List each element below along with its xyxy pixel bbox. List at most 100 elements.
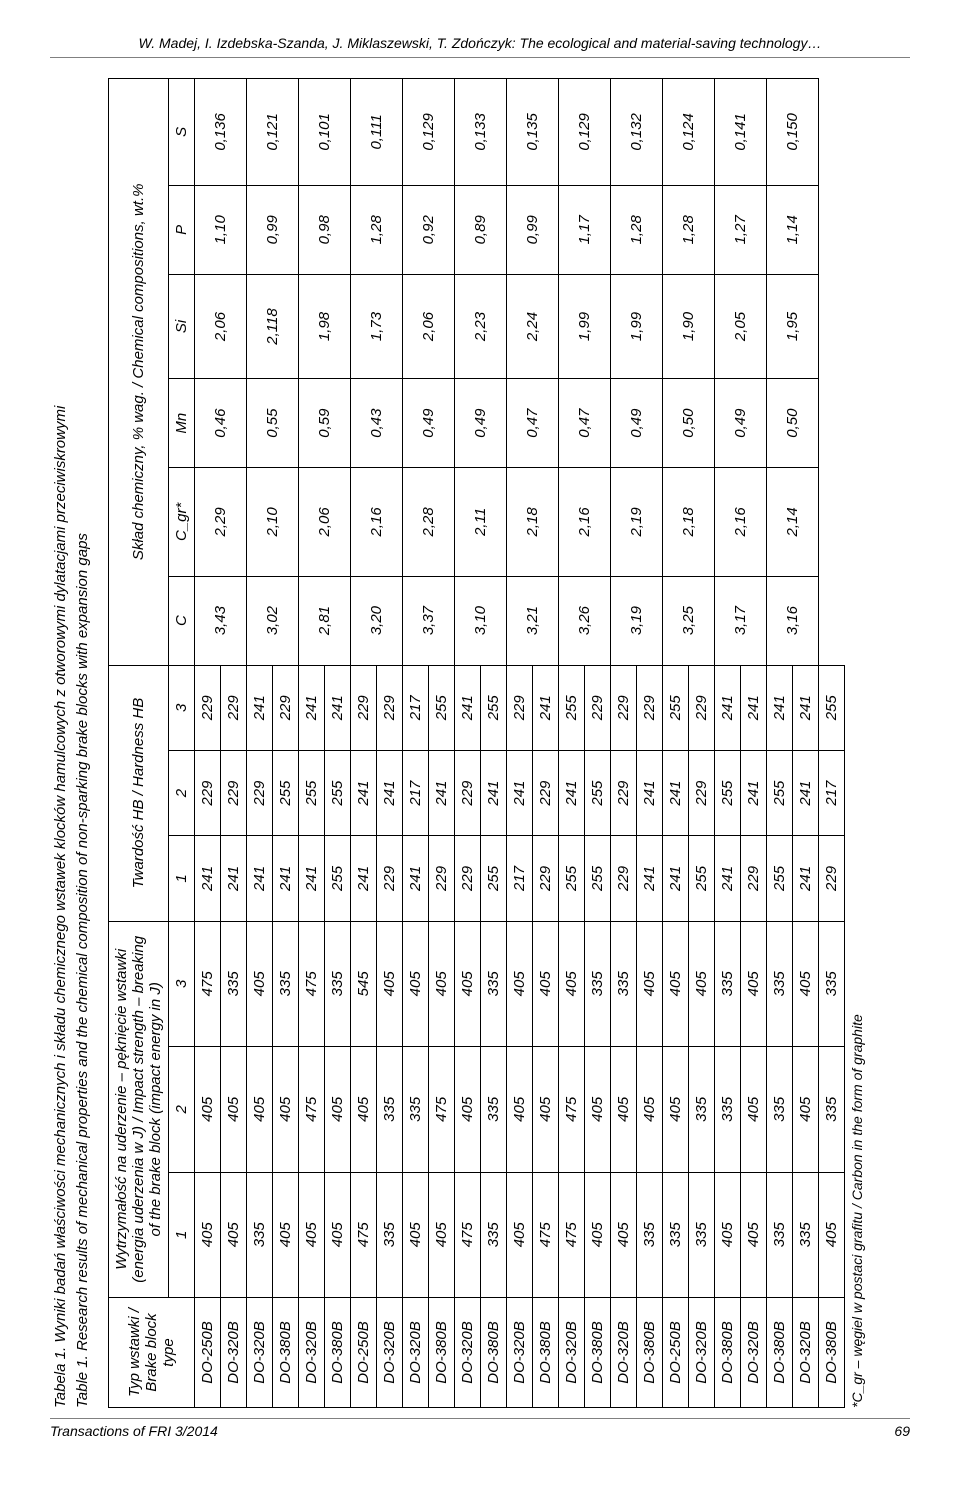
table-row: DO-320B4054053352292292293,192,190,491,9… (610, 79, 636, 1408)
cell-chem-si: 1,98 (298, 274, 350, 378)
cell-impact: 405 (506, 921, 532, 1046)
cell-chem-s: 0,150 (766, 79, 818, 186)
cell-impact: 335 (766, 1047, 792, 1172)
cell-hb: 241 (376, 750, 402, 835)
cell-hb: 241 (740, 665, 766, 750)
cell-hb: 229 (610, 665, 636, 750)
cell-impact: 335 (584, 921, 610, 1046)
cell-impact: 405 (610, 1172, 636, 1297)
cell-hb: 255 (558, 665, 584, 750)
cell-chem-si: 1,95 (766, 274, 818, 378)
cell-chem-c: 3,16 (766, 576, 818, 665)
cell-impact: 405 (740, 921, 766, 1046)
cell-impact: 335 (636, 1172, 662, 1297)
cell-hb: 229 (506, 665, 532, 750)
cell-hb: 255 (818, 665, 844, 750)
cell-hb: 229 (688, 750, 714, 835)
cell-hb: 241 (350, 836, 376, 921)
cell-hb: 229 (636, 665, 662, 750)
cell-hb: 241 (662, 750, 688, 835)
cell-hb: 241 (428, 750, 454, 835)
cell-impact: 335 (376, 1047, 402, 1172)
cell-hb: 241 (402, 836, 428, 921)
cell-brake-type: DO-320B (792, 1298, 818, 1408)
cell-hb: 229 (194, 665, 220, 750)
cell-chem-s: 0,124 (662, 79, 714, 186)
cell-hb: 229 (220, 665, 246, 750)
table-row: DO-380B405335335229217255 (818, 79, 844, 1408)
cell-impact: 405 (324, 1172, 350, 1297)
cell-chem-si: 2,24 (506, 274, 558, 378)
cell-hb: 229 (610, 750, 636, 835)
cell-hb: 241 (714, 836, 740, 921)
cell-chem-si: 1,99 (610, 274, 662, 378)
cell-chem-c: 2,81 (298, 576, 350, 665)
cell-hb: 241 (220, 836, 246, 921)
cell-impact: 335 (610, 921, 636, 1046)
caption-pl: Tabela 1. Wyniki badań właściwości mecha… (52, 406, 69, 1408)
cell-impact: 545 (350, 921, 376, 1046)
cell-impact: 335 (662, 1172, 688, 1297)
table-row: DO-250B4054054752412292293,432,290,462,0… (194, 79, 220, 1408)
cell-hb: 241 (350, 750, 376, 835)
cell-hb: 241 (558, 750, 584, 835)
cell-brake-type: DO-380B (714, 1298, 740, 1408)
cell-chem-s: 0,129 (558, 79, 610, 186)
cell-impact: 475 (350, 1172, 376, 1297)
cell-hb: 241 (740, 750, 766, 835)
cell-hb: 241 (454, 665, 480, 750)
cell-chem-cgr: 2,10 (246, 468, 298, 576)
cell-brake-type: DO-320B (740, 1298, 766, 1408)
cell-chem-p: 0,89 (454, 185, 506, 274)
cell-chem-p: 0,99 (506, 185, 558, 274)
cell-impact: 405 (298, 1172, 324, 1297)
cell-hb: 255 (584, 750, 610, 835)
cell-chem-mn: 0,43 (350, 379, 402, 468)
cell-impact: 475 (298, 1047, 324, 1172)
cell-impact: 405 (584, 1172, 610, 1297)
cell-brake-type: DO-320B (376, 1298, 402, 1408)
cell-hb: 241 (246, 836, 272, 921)
cell-hb: 241 (272, 836, 298, 921)
page-footer: Transactions of FRI 3/2014 69 (50, 1418, 910, 1439)
cell-impact: 405 (636, 1047, 662, 1172)
col-impact-1: 1 (168, 1172, 194, 1297)
cell-chem-c: 3,17 (714, 576, 766, 665)
cell-brake-type: DO-250B (194, 1298, 220, 1408)
cell-impact: 405 (506, 1172, 532, 1297)
cell-impact: 335 (818, 1047, 844, 1172)
cell-hb: 255 (480, 836, 506, 921)
cell-impact: 405 (792, 921, 818, 1046)
cell-hb: 255 (584, 836, 610, 921)
cell-hb: 229 (272, 665, 298, 750)
cell-chem-mn: 0,49 (402, 379, 454, 468)
cell-hb: 255 (714, 750, 740, 835)
cell-chem-c: 3,21 (506, 576, 558, 665)
cell-chem-c: 3,20 (350, 576, 402, 665)
cell-impact: 405 (740, 1172, 766, 1297)
cell-chem-c: 3,43 (194, 576, 246, 665)
running-head: W. Madej, I. Izdebska-Szanda, J. Miklasz… (50, 35, 910, 51)
cell-hb: 217 (402, 750, 428, 835)
cell-chem-c: 3,02 (246, 576, 298, 665)
table-caption: Tabela 1. Wyniki badań właściwości mecha… (50, 78, 94, 1408)
cell-impact: 405 (740, 1047, 766, 1172)
cell-impact: 335 (480, 1047, 506, 1172)
cell-chem-cgr: 2,16 (350, 468, 402, 576)
table-row: DO-320B4754754052552412553,262,160,471,9… (558, 79, 584, 1408)
cell-hb: 241 (532, 665, 558, 750)
cell-hb: 255 (324, 750, 350, 835)
col-impact-3: 3 (168, 921, 194, 1046)
cell-impact: 405 (376, 921, 402, 1046)
cell-brake-type: DO-320B (610, 1298, 636, 1408)
cell-brake-type: DO-320B (558, 1298, 584, 1408)
cell-chem-mn: 0,49 (610, 379, 662, 468)
cell-chem-c: 3,25 (662, 576, 714, 665)
col-chem-cgr: C_gr* (168, 468, 194, 576)
cell-hb: 241 (194, 836, 220, 921)
cell-chem-si: 1,90 (662, 274, 714, 378)
cell-hb: 255 (324, 836, 350, 921)
col-impact-2: 2 (168, 1047, 194, 1172)
cell-chem-mn: 0,46 (194, 379, 246, 468)
cell-chem-c: 3,37 (402, 576, 454, 665)
